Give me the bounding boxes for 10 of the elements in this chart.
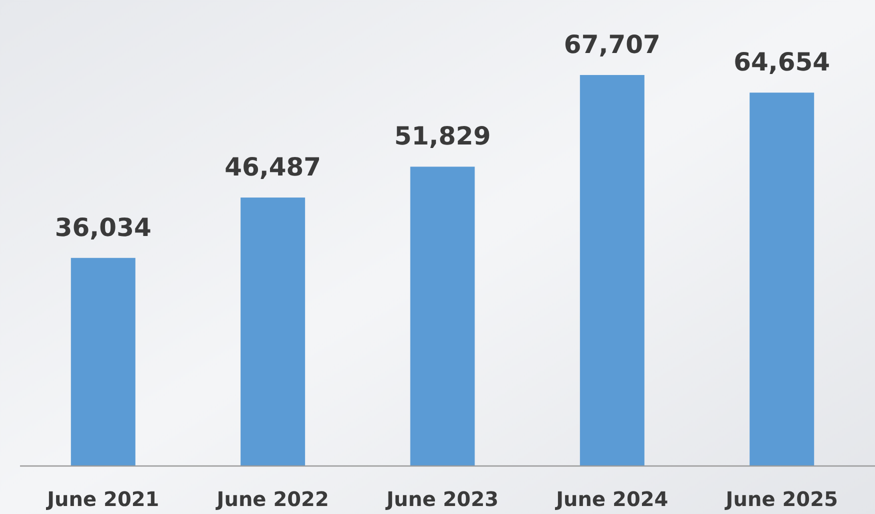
- data-label: 46,487: [224, 152, 322, 182]
- x-tick-label: June 2022: [214, 487, 329, 511]
- x-tick-label: June 2023: [384, 487, 499, 511]
- x-tick-label: June 2021: [45, 487, 160, 511]
- data-label: 36,034: [54, 212, 152, 242]
- x-tick-label: June 2025: [724, 487, 838, 511]
- data-label: 67,707: [564, 30, 660, 59]
- data-label: 51,829: [394, 122, 491, 151]
- x-tick-label: June 2024: [554, 487, 668, 511]
- data-label: 64,654: [734, 48, 830, 77]
